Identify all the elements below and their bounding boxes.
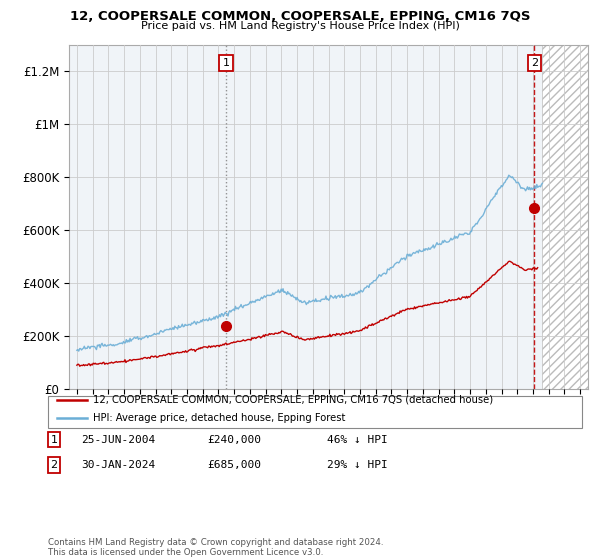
Text: Price paid vs. HM Land Registry's House Price Index (HPI): Price paid vs. HM Land Registry's House … (140, 21, 460, 31)
Text: 25-JUN-2004: 25-JUN-2004 (81, 435, 155, 445)
Text: 2: 2 (50, 460, 58, 470)
Text: 12, COOPERSALE COMMON, COOPERSALE, EPPING, CM16 7QS (detached house): 12, COOPERSALE COMMON, COOPERSALE, EPPIN… (93, 395, 493, 405)
Text: 29% ↓ HPI: 29% ↓ HPI (327, 460, 388, 470)
Text: 2: 2 (530, 58, 538, 68)
Text: 12, COOPERSALE COMMON, COOPERSALE, EPPING, CM16 7QS: 12, COOPERSALE COMMON, COOPERSALE, EPPIN… (70, 10, 530, 22)
Text: 1: 1 (223, 58, 229, 68)
Text: 1: 1 (50, 435, 58, 445)
Text: HPI: Average price, detached house, Epping Forest: HPI: Average price, detached house, Eppi… (93, 413, 346, 423)
Text: 30-JAN-2024: 30-JAN-2024 (81, 460, 155, 470)
Text: £685,000: £685,000 (207, 460, 261, 470)
Text: £240,000: £240,000 (207, 435, 261, 445)
Bar (542, 45, 588, 389)
Bar (542, 45, 588, 389)
Text: 46% ↓ HPI: 46% ↓ HPI (327, 435, 388, 445)
Text: Contains HM Land Registry data © Crown copyright and database right 2024.
This d: Contains HM Land Registry data © Crown c… (48, 538, 383, 557)
